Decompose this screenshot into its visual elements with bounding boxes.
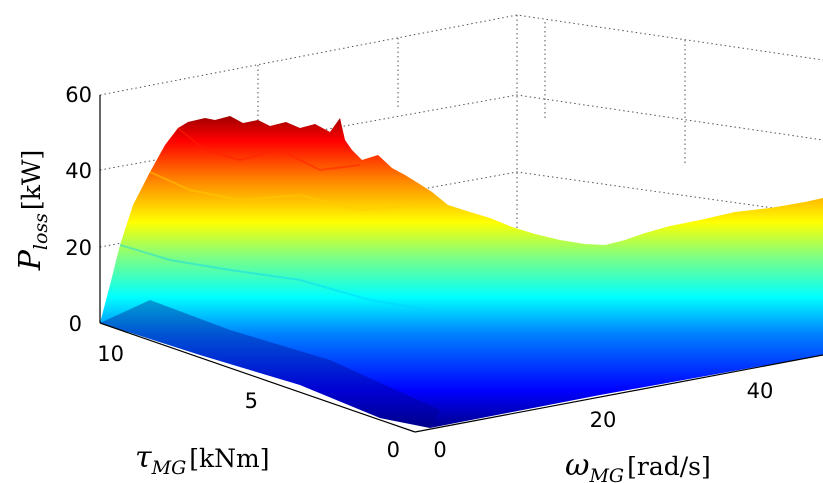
y-tick-label: 0 — [387, 438, 400, 462]
svg-text:ωMG[rad/s]: ωMG [rad/s] — [565, 448, 711, 483]
x-axis-label: ωMG [rad/s] — [565, 448, 711, 483]
z-axis-label: Ploss [kW] — [13, 150, 52, 272]
y-label-unit: [kNm] — [189, 444, 269, 473]
x-axis-ticks: 0 20 40 — [433, 379, 773, 462]
z-tick-label: 60 — [65, 83, 92, 107]
y-tick-label: 5 — [245, 389, 258, 413]
x-tick-label: 0 — [433, 438, 446, 462]
z-tick-label: 40 — [65, 159, 92, 183]
svg-text:Ploss[kW]: Ploss [kW] — [13, 150, 52, 272]
y-label-symbol: τ — [135, 440, 152, 475]
y-label-subscript: MG — [151, 457, 187, 479]
x-label-symbol: ω — [565, 448, 589, 483]
y-axis-label: τMG [kNm] — [135, 440, 270, 479]
z-axis-ticks: 60 40 20 0 — [65, 83, 92, 336]
z-tick-label: 20 — [65, 236, 92, 260]
y-axis-ticks: 10 5 0 — [97, 342, 400, 462]
x-label-unit: [rad/s] — [627, 452, 711, 481]
x-tick-label: 20 — [590, 408, 617, 432]
y-tick-label: 10 — [97, 342, 124, 366]
svg-text:τMG[kNm]: τMG [kNm] — [135, 440, 270, 479]
surface — [100, 116, 823, 428]
x-tick-label: 40 — [747, 379, 774, 403]
z-label-subscript: loss — [30, 213, 52, 250]
axis-lines — [99, 95, 823, 433]
x-label-subscript: MG — [588, 465, 624, 483]
z-label-unit: [kW] — [17, 150, 46, 210]
z-label-symbol: P — [13, 249, 48, 271]
z-tick-label: 0 — [69, 312, 82, 336]
